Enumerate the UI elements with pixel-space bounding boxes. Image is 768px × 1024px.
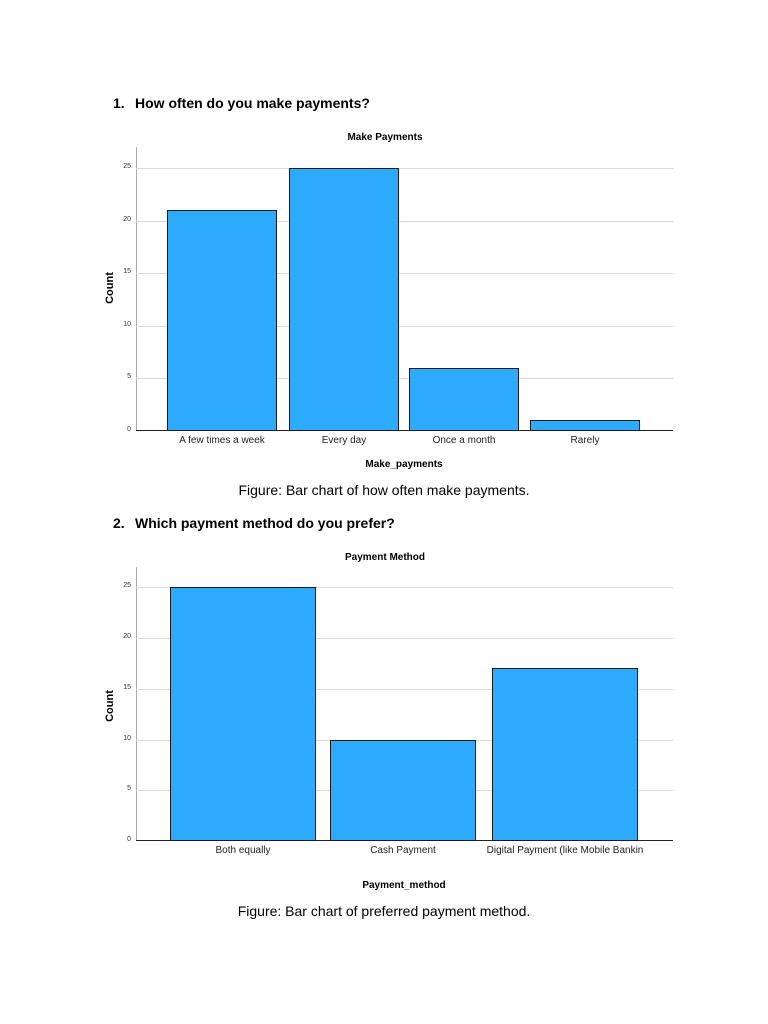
x-category-label: Both equally: [215, 845, 271, 856]
question-text: Which payment method do you prefer?: [135, 515, 395, 531]
bar: [289, 168, 399, 431]
y-tick-label: 0: [127, 426, 131, 433]
bar: [492, 668, 638, 841]
y-axis-label: Count: [104, 690, 116, 722]
y-tick-label: 10: [123, 734, 131, 742]
question-heading-2: 2. Which payment method do you prefer?: [113, 515, 395, 531]
y-axis: [136, 567, 137, 841]
question-heading-1: 1. How often do you make payments?: [113, 95, 370, 111]
x-axis-label: Payment_method: [362, 880, 446, 891]
x-axis: [136, 430, 673, 431]
question-number: 1.: [113, 95, 125, 111]
gridline: [136, 273, 673, 275]
y-tick-label: 20: [123, 633, 131, 641]
x-axis-label: Make_payments: [365, 459, 443, 470]
bar: [167, 210, 277, 431]
chart-title: Make Payments: [347, 132, 423, 143]
question-number: 2.: [113, 515, 125, 531]
y-tick-label: 25: [123, 163, 131, 171]
y-tick-label: 15: [123, 683, 131, 691]
y-tick-label: 10: [123, 320, 131, 328]
x-category-label: Digital Payment (like Mobile Bankin: [486, 845, 644, 856]
y-tick-label: 5: [127, 785, 131, 793]
gridline: [136, 688, 673, 690]
question-text: How often do you make payments?: [135, 95, 370, 111]
x-category-label: Cash Payment: [370, 845, 436, 856]
figure-caption: Figure: Bar chart of preferred payment m…: [237, 903, 531, 919]
gridline: [136, 325, 673, 327]
bar: [530, 420, 640, 431]
x-category-label: Rarely: [570, 435, 600, 446]
gridline: [136, 168, 673, 170]
gridline: [136, 638, 673, 640]
y-tick-label: 20: [123, 215, 131, 223]
y-tick-label: 5: [127, 373, 131, 381]
y-tick-label: 25: [123, 582, 131, 590]
bar: [170, 587, 316, 841]
y-tick-label: 15: [123, 268, 131, 276]
y-tick-label: 0: [127, 836, 131, 843]
bar: [409, 367, 519, 431]
y-axis: [136, 147, 137, 431]
x-category-label: A few times a week: [179, 435, 265, 446]
gridline: [136, 220, 673, 222]
bar-chart-payment-method: [136, 567, 673, 841]
gridline: [136, 587, 673, 589]
x-category-label: Every day: [321, 435, 367, 446]
bar-chart-make-payments: [136, 147, 673, 431]
chart-title: Payment Method: [344, 552, 425, 563]
gridline: [136, 378, 673, 380]
bar: [330, 739, 476, 841]
x-category-label: Once a month: [432, 435, 496, 446]
figure-caption: Figure: Bar chart of how often make paym…: [238, 482, 530, 498]
